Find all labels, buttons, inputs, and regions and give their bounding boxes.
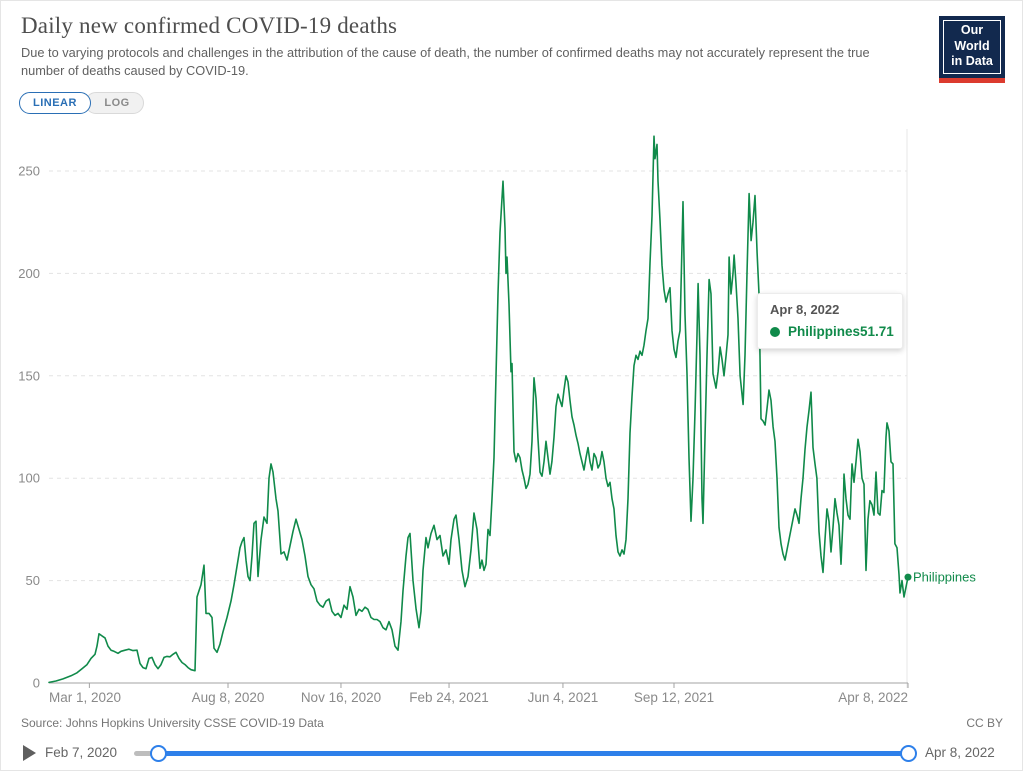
y-tick-label: 150 xyxy=(18,368,40,383)
y-tick-label: 200 xyxy=(18,266,40,281)
series-dot-icon xyxy=(770,326,780,337)
log-button[interactable]: LOG xyxy=(85,92,144,114)
page-title: Daily new confirmed COVID-19 deaths xyxy=(21,13,398,38)
license-label[interactable]: CC BY xyxy=(966,716,1003,730)
timeline-track-active[interactable] xyxy=(156,751,909,756)
source-note: Source: Johns Hopkins University CSSE CO… xyxy=(21,716,324,730)
x-tick-label: Nov 16, 2020 xyxy=(301,690,381,705)
x-tick-label: Feb 24, 2021 xyxy=(409,690,489,705)
timeline-end-handle[interactable] xyxy=(900,745,917,762)
y-tick-label: 50 xyxy=(26,573,40,588)
owid-logo: Our World in Data xyxy=(939,16,1005,83)
chart-subtitle: Due to varying protocols and challenges … xyxy=(21,45,870,78)
timeline-start-label: Feb 7, 2020 xyxy=(45,745,118,760)
x-tick-label: Mar 1, 2020 xyxy=(49,690,121,705)
owid-logo-text: Our World in Data xyxy=(943,20,1001,74)
y-tick-label: 0 xyxy=(33,676,40,691)
x-tick-label: Apr 8, 2022 xyxy=(838,690,908,705)
owid-logo-red-bar xyxy=(939,77,1005,83)
play-icon[interactable] xyxy=(23,745,36,761)
line-end-label: Philippines xyxy=(913,570,976,585)
x-tick-label: Sep 12, 2021 xyxy=(634,690,714,705)
y-tick-label: 250 xyxy=(18,164,40,179)
tooltip: Apr 8, 2022 Philippines 51.71 xyxy=(757,293,903,349)
linear-button[interactable]: LINEAR xyxy=(19,92,91,114)
timeline-track-inactive[interactable] xyxy=(134,751,160,756)
timeline-end-label: Apr 8, 2022 xyxy=(925,745,995,760)
philippines-line[interactable] xyxy=(48,135,909,684)
tooltip-date: Apr 8, 2022 xyxy=(770,302,840,317)
scale-toggle: LINEAR LOG xyxy=(19,92,144,116)
tooltip-series-name: Philippines xyxy=(788,324,861,339)
x-tick-label: Aug 8, 2020 xyxy=(192,690,265,705)
timeline-start-handle[interactable] xyxy=(150,745,167,762)
line-end-dot[interactable] xyxy=(904,573,912,581)
y-tick-label: 100 xyxy=(18,471,40,486)
timeline: Feb 7, 2020 Apr 8, 2022 xyxy=(1,736,1022,770)
tooltip-series-value: 51.71 xyxy=(860,324,894,339)
tooltip-row: Philippines 51.71 xyxy=(770,324,894,339)
x-tick-label: Jun 4, 2021 xyxy=(528,690,599,705)
